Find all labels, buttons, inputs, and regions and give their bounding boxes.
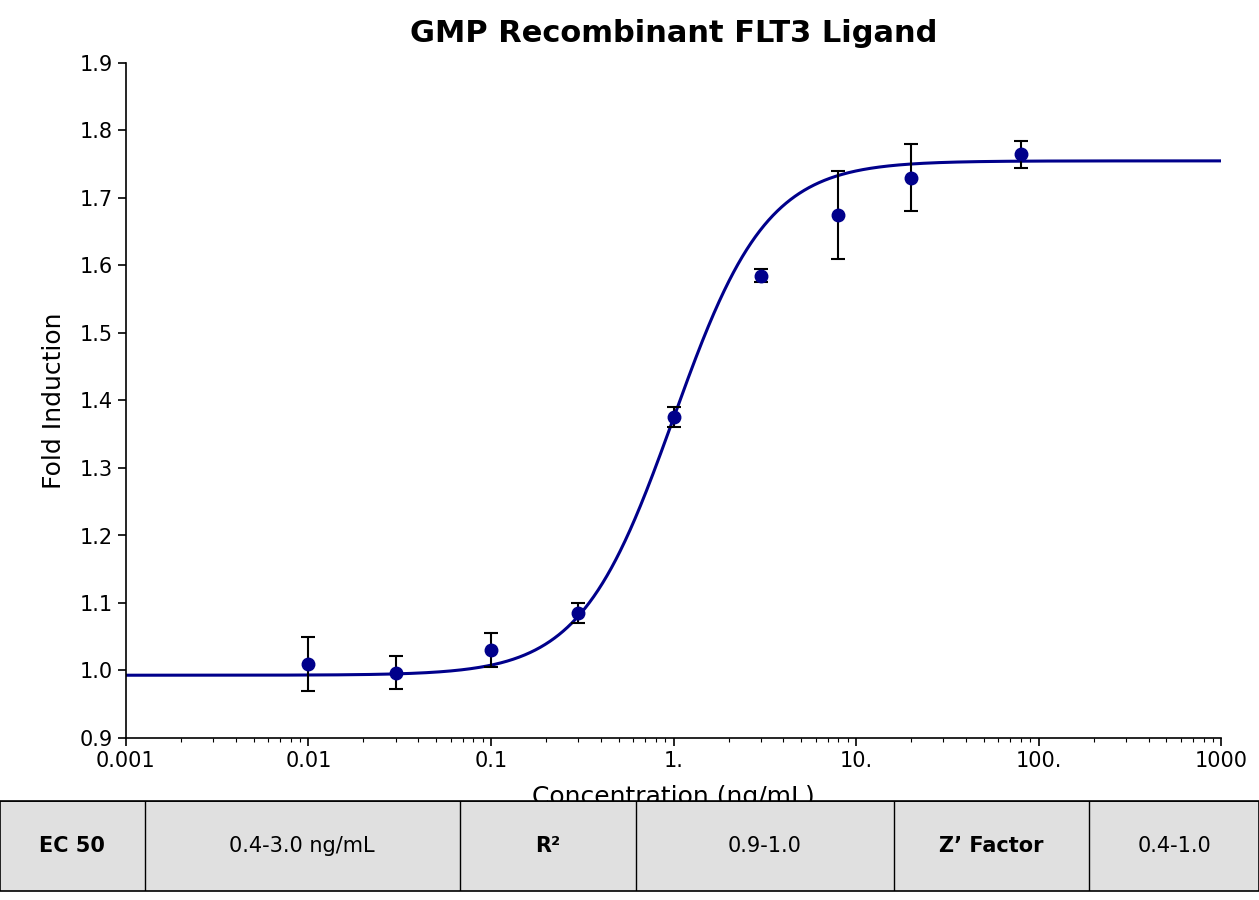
X-axis label: Concentration (ng/mL): Concentration (ng/mL) bbox=[533, 785, 815, 809]
Text: Z’ Factor: Z’ Factor bbox=[939, 836, 1044, 856]
Text: 0.9-1.0: 0.9-1.0 bbox=[728, 836, 802, 856]
Text: 0.4-1.0: 0.4-1.0 bbox=[1137, 836, 1211, 856]
Title: GMP Recombinant FLT3 Ligand: GMP Recombinant FLT3 Ligand bbox=[410, 19, 937, 49]
Y-axis label: Fold Induction: Fold Induction bbox=[42, 312, 65, 489]
Text: EC 50: EC 50 bbox=[39, 836, 106, 856]
Text: R²: R² bbox=[535, 836, 560, 856]
Text: 0.4-3.0 ng/mL: 0.4-3.0 ng/mL bbox=[229, 836, 375, 856]
